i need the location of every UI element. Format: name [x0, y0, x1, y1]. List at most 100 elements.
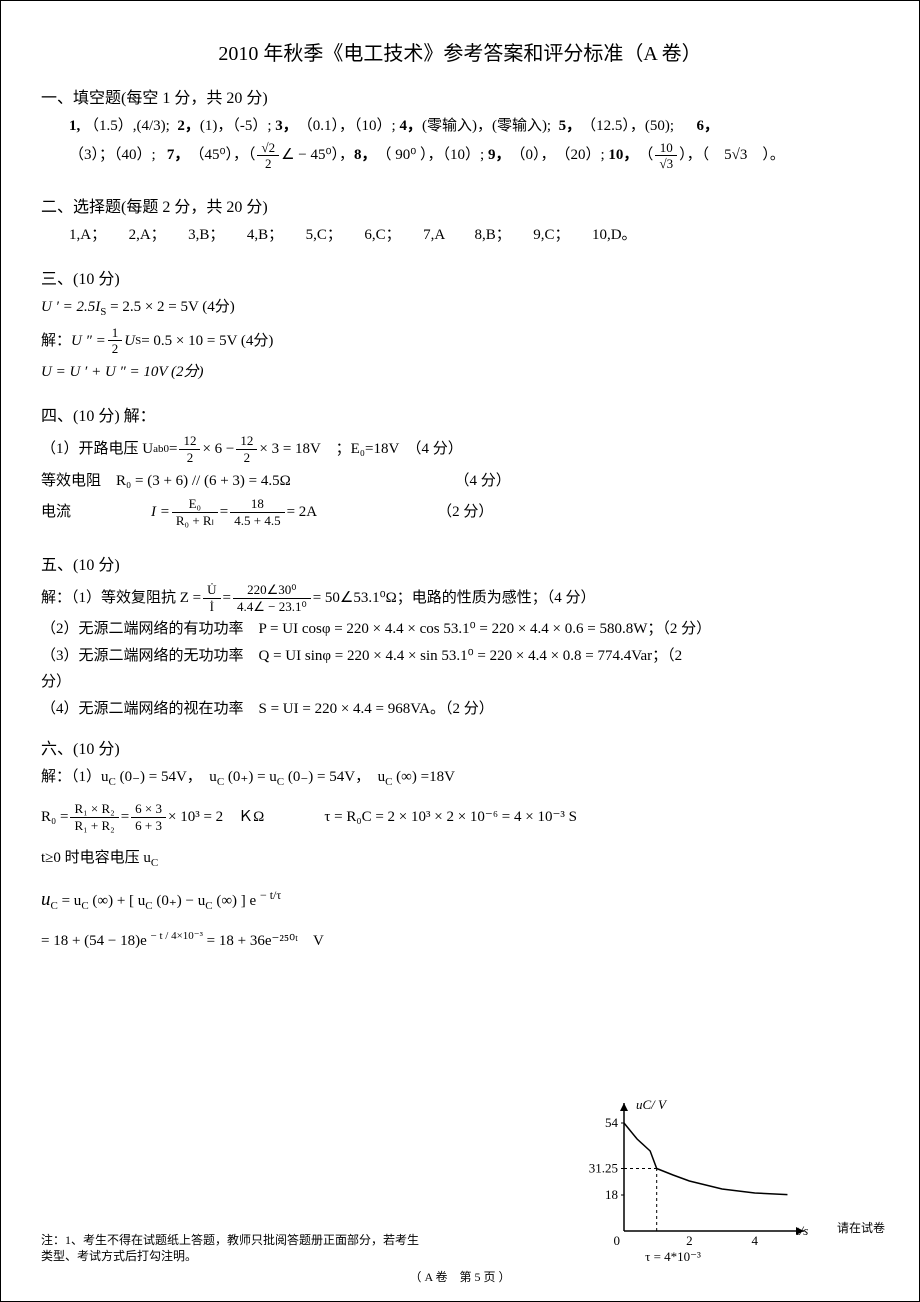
- document-page: 2010 年秋季《电工技术》参考答案和评分标准（A 卷） 一、填空题(每空 1 …: [0, 0, 920, 1302]
- d: (0₊) − u: [156, 893, 205, 909]
- s1-a9: （0）， （20）;: [510, 144, 604, 167]
- s5-header: 五、(10 分): [41, 554, 879, 578]
- mid: I =: [151, 501, 170, 524]
- n: 1: [108, 325, 123, 342]
- c3: C: [277, 776, 284, 788]
- svg-text:uC/ V: uC/ V: [636, 1097, 668, 1112]
- t: U ″ =: [71, 330, 106, 353]
- s1-a5: （12.5），(50);: [581, 115, 674, 138]
- t: 等效电阻 R₀ = (3 + 6) // (6 + 3) = 4.5Ω: [41, 473, 291, 489]
- exp: − t/τ: [260, 888, 281, 902]
- s5-l4: （4）无源二端网络的视在功率 S = UI = 220 × 4.4 = 968V…: [41, 698, 879, 721]
- post: × 10³ = 2 ＫΩ: [168, 806, 264, 829]
- svg-text:31.25: 31.25: [589, 1161, 618, 1176]
- s5-l1: 解：（1）等效复阻抗 Z = U̇İ = 220∠30⁰4.4∠ − 23.1⁰…: [41, 582, 879, 614]
- pre: R₀ =: [41, 806, 68, 829]
- n: 220∠30⁰: [233, 582, 311, 599]
- c4: C: [385, 776, 392, 788]
- page-number: （ A 卷 第 5 页 ）: [41, 1269, 879, 1286]
- s5-l2: （2）无源二端网络的有功功率 P = UI cosφ = 220 × 4.4 ×…: [41, 618, 879, 641]
- f4: 184.5 + 4.5: [230, 496, 284, 528]
- den: √3: [655, 156, 677, 172]
- s3-header: 三、(10 分): [41, 268, 879, 292]
- post: = 2A: [287, 501, 318, 524]
- d: 4.4∠ − 23.1⁰: [233, 599, 311, 615]
- s1-a7a: （45⁰），（: [189, 144, 255, 167]
- d: 6 + 3: [131, 818, 166, 834]
- e: (∞) =18V: [396, 769, 455, 785]
- a: 解：（1）u: [41, 769, 109, 785]
- d: 4.5 + 4.5: [230, 513, 284, 529]
- a: = 18 + (54 − 18)e: [41, 933, 147, 949]
- s1-a7b: ∠ − 45⁰），: [281, 144, 354, 167]
- s3-l2: 解： U ″ = 1 2 US = 0.5 × 10 = 5V (4分): [41, 325, 879, 357]
- s1-header: 一、填空题(每空 1 分，共 20 分): [41, 87, 879, 111]
- f1: U̇İ: [203, 582, 220, 614]
- f2: 122: [236, 433, 257, 465]
- n: U̇: [203, 582, 220, 599]
- s1-a3: （0.1），（10）;: [298, 115, 396, 138]
- s6-l3: t≥0 时电容电压 uC: [41, 847, 879, 872]
- s1-a1: （1.5）,(4/3);: [84, 115, 170, 138]
- a: u: [41, 889, 51, 910]
- f2: 220∠30⁰4.4∠ − 23.1⁰: [233, 582, 311, 614]
- d: 2: [108, 341, 123, 357]
- d: R₀ + Rₗ: [172, 513, 218, 529]
- s2-header: 二、选择题(每题 2 分，共 20 分): [41, 196, 879, 220]
- s1-a10a: （: [638, 144, 653, 167]
- s1-a4: (零输入)，(零输入);: [422, 115, 551, 138]
- n: 12: [236, 433, 257, 450]
- num: √2: [257, 140, 279, 157]
- s4-l2: 等效电阻 R₀ = (3 + 6) // (6 + 3) = 4.5Ω （4 分…: [41, 470, 879, 493]
- svg-text:18: 18: [605, 1187, 618, 1202]
- c: (∞) + [ u: [92, 893, 145, 909]
- s6-l2: R₀ = R₁ × R₂R₁ + R₂ = 6 × 36 + 3 × 10³ =…: [41, 801, 879, 833]
- s1-line1: 1, （1.5）,(4/3); 2， (1)，（-5）; 3， （0.1），（1…: [69, 115, 879, 138]
- c1: C: [51, 900, 58, 912]
- c2: C: [217, 776, 224, 788]
- c: C: [151, 857, 158, 869]
- b: = 18 + 36e⁻²⁵⁰ᵗ V: [207, 933, 324, 949]
- s4-l1: （1）开路电压 U ab0 = 122 × 6 − 122 × 3 = 18V …: [41, 433, 879, 465]
- d: İ: [203, 599, 220, 615]
- d: 2: [179, 450, 200, 466]
- s6-l4: uC = uC (∞) + [ uC (0₊) − uC (∞) ] e − t…: [41, 886, 879, 915]
- n: 12: [179, 433, 200, 450]
- s1-n8: 8，: [354, 144, 377, 167]
- u: U: [124, 330, 135, 353]
- footer-note1: 注：1、考生不得在试题纸上答题，教师只批阅答题册正面部分，若考生: [41, 1233, 419, 1247]
- post: = 50∠53.1⁰Ω；电路的性质为感性；（4 分）: [313, 587, 596, 610]
- s6-header: 六、(10 分): [41, 738, 879, 762]
- s1-n5: 5，: [559, 115, 582, 138]
- s1-n4: 4，: [399, 115, 422, 138]
- s1-n3: 3，: [275, 115, 298, 138]
- s1-n2: 2，: [177, 115, 200, 138]
- c4: C: [205, 900, 212, 912]
- doc-title: 2010 年秋季《电工技术》参考答案和评分标准（A 卷）: [41, 39, 879, 69]
- exp: − t / 4×10⁻³: [151, 930, 203, 942]
- s2-answers: 1,A； 2,A； 3,B； 4,B； 5,C； 6,C； 7,A 8,B； 9…: [69, 224, 879, 247]
- mid: × 6 −: [202, 438, 234, 461]
- s1-n6: 6，: [697, 115, 720, 138]
- n: R₁ × R₂: [70, 801, 118, 818]
- d: 2: [236, 450, 257, 466]
- s5-l3: （3）无源二端网络的无功功率 Q = UI sinφ = 220 × 4.4 ×…: [41, 645, 879, 668]
- e: (∞) ] e: [216, 893, 256, 909]
- footer: 注：1、考生不得在试题纸上答题，教师只批阅答题册正面部分，若考生 类型、考试方式…: [41, 1232, 879, 1286]
- eq: =: [223, 587, 231, 610]
- s3-l3: U = U ′ + U ″ = 10V (2分): [41, 361, 879, 384]
- frac-half: 1 2: [108, 325, 123, 357]
- den: 2: [257, 156, 279, 172]
- c1: C: [109, 776, 116, 788]
- frac-sqrt2-2: √2 2: [257, 140, 279, 172]
- eq: =: [121, 806, 129, 829]
- pre: （1）开路电压 U: [41, 438, 153, 461]
- s1-a10c: ）。: [747, 144, 785, 167]
- s3-l1: U ′ = 2.5IS = 2.5 × 2 = 5V (4分): [41, 296, 879, 321]
- footer-note2: 类型、考试方式后打勾注明。: [41, 1249, 197, 1263]
- b: = u: [62, 893, 82, 909]
- c2: C: [81, 900, 88, 912]
- sub: ab0: [153, 441, 169, 458]
- t2: = 2.5 × 2 = 5V (4分): [106, 299, 234, 315]
- t: U = U ′ + U ″ = 10V (2分): [41, 364, 204, 380]
